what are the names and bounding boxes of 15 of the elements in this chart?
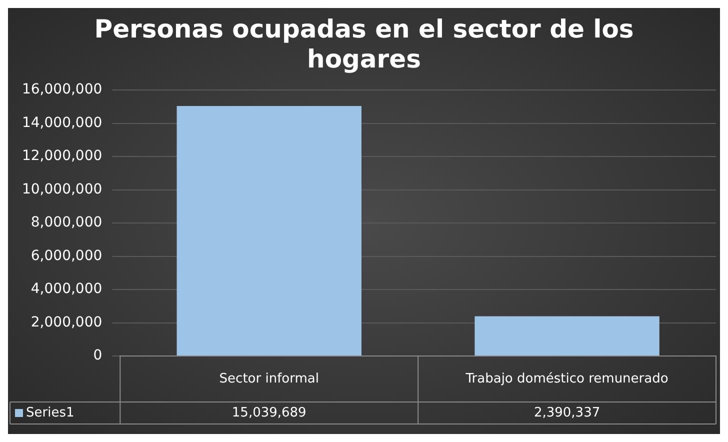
y-tick-label: 2,000,000	[30, 314, 102, 330]
y-tick-label: 12,000,000	[22, 148, 102, 164]
chart-title: Personas ocupadas en el sector de los hogares	[94, 14, 634, 74]
y-tick-label: 4,000,000	[30, 281, 102, 298]
y-tick-label: 8,000,000	[30, 214, 102, 231]
data-label: 15,039,689	[232, 405, 306, 420]
y-tick-label: 0	[93, 348, 102, 364]
y-tick-label: 10,000,000	[22, 181, 102, 198]
y-tick-label: 6,000,000	[30, 248, 102, 264]
legend-label: Series1	[26, 405, 74, 420]
data-label: 2,390,337	[534, 405, 600, 420]
y-tick-label: 16,000,000	[22, 82, 102, 98]
x-tick-label: Trabajo doméstico remunerado	[464, 371, 668, 386]
y-tick-label: 14,000,000	[22, 114, 102, 131]
x-tick-label: Sector informal	[219, 371, 319, 386]
